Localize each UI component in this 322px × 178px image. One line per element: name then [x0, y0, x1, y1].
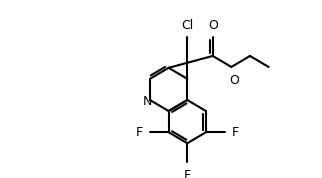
Text: F: F [184, 169, 191, 178]
Text: F: F [136, 126, 143, 139]
Text: N: N [143, 95, 152, 108]
Text: Cl: Cl [181, 19, 194, 32]
Text: O: O [208, 19, 218, 32]
Text: O: O [229, 74, 239, 87]
Text: F: F [231, 126, 239, 139]
